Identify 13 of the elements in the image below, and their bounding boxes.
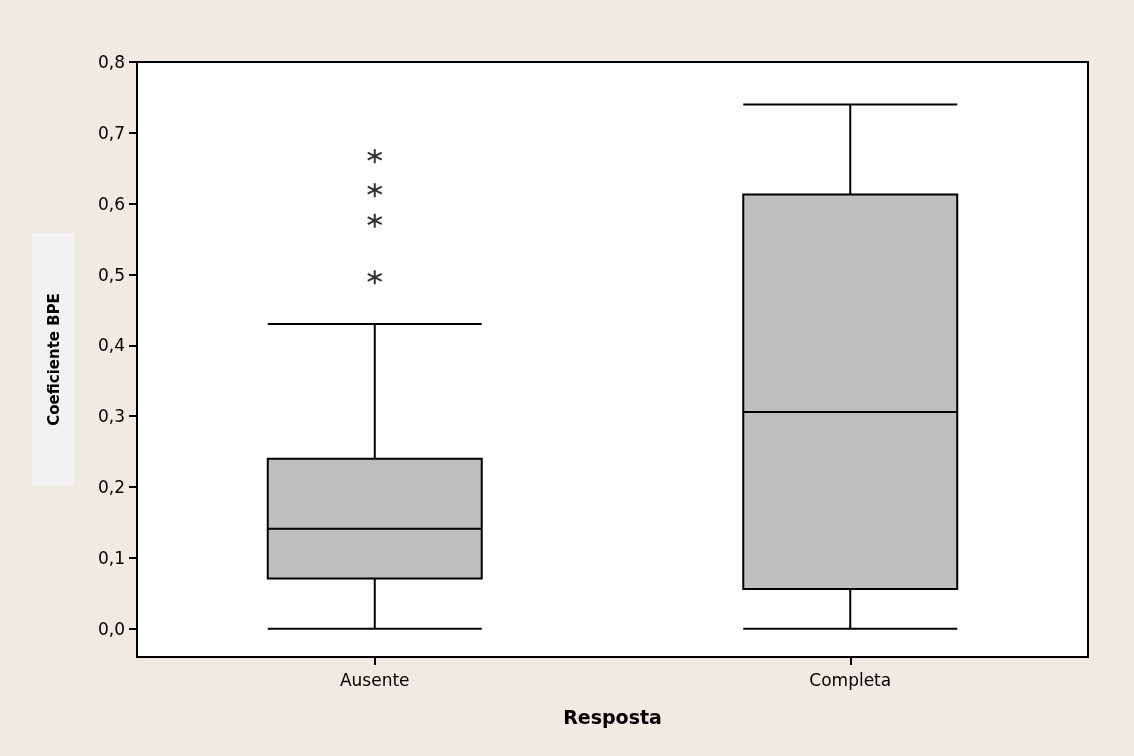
x-axis-title: Resposta (563, 705, 662, 728)
y-tick-label: 0,5 (97, 264, 125, 285)
y-tick-label: 0,6 (97, 193, 125, 214)
x-tick-label: Ausente (339, 669, 410, 690)
y-tick-label: 0,3 (97, 406, 125, 427)
y-axis-title: Coeficiente BPE (44, 293, 63, 426)
y-tick-label: 0,7 (97, 122, 125, 143)
y-tick-label: 0,4 (97, 335, 125, 356)
y-tick-label: 0,2 (97, 477, 125, 497)
y-tick-label: 0,0 (97, 618, 125, 639)
y-tick-label: 0,1 (97, 547, 125, 568)
y-tick-label: 0,8 (97, 52, 125, 72)
x-tick-label: Completa (809, 669, 892, 690)
